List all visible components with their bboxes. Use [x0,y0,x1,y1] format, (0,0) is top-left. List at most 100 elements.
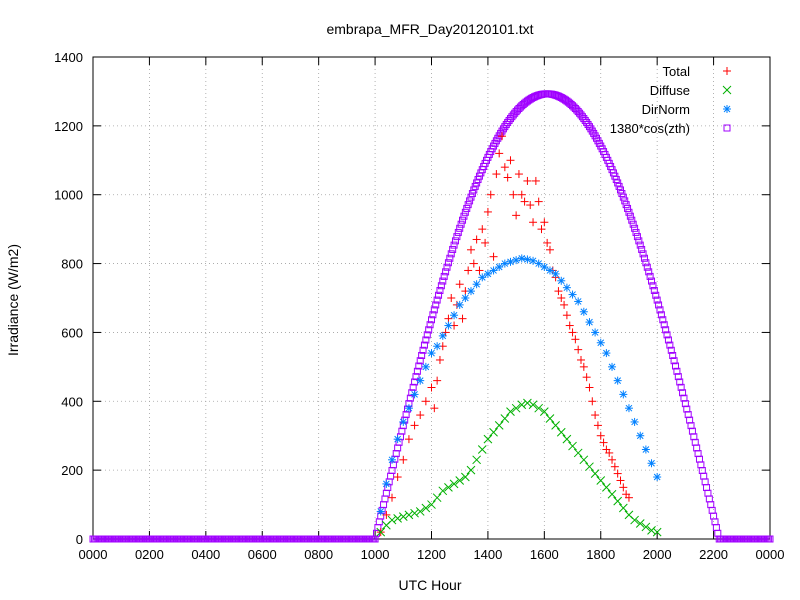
legend-label: Diffuse [650,83,690,98]
data-point [489,266,498,275]
curve-point [433,296,441,304]
curve-point [667,346,675,354]
data-point [641,445,650,454]
curve-point [674,373,682,381]
data-point [607,489,617,499]
curve-point [439,277,447,285]
curve-point [415,362,423,370]
data-point [388,493,397,502]
data-point [520,197,529,206]
y-tick-label: 400 [61,394,83,409]
data-point [466,287,475,296]
curve-point [660,321,668,329]
curve-point [463,204,471,212]
data-point [469,259,478,268]
data-point [613,376,622,385]
x-tick-label: 1400 [473,547,502,562]
curve-point [413,367,421,375]
curve-point [618,190,626,198]
curve-point [450,241,458,249]
data-point [388,455,397,464]
data-point [416,411,425,420]
curve-point [673,367,681,375]
data-point [483,434,493,444]
data-point [624,493,633,502]
data-point [528,400,538,410]
y-tick-label: 200 [61,463,83,478]
data-point [464,266,473,275]
data-point [590,469,600,478]
data-point [562,434,572,444]
data-point [579,455,589,465]
plot-frame [92,56,771,540]
data-point [599,438,608,447]
data-point [404,404,413,413]
data-point [398,512,408,521]
data-point [475,266,484,275]
data-point [529,218,538,227]
curve-point [466,197,474,205]
data-point [481,238,490,247]
data-point [545,414,555,423]
curve-point [622,201,630,209]
curve-point [628,216,636,224]
data-point [421,397,430,406]
curve-point [456,224,464,232]
curve-point [464,201,472,209]
curve-point [422,336,430,344]
data-point [500,259,509,268]
data-point [523,255,532,264]
data-point [410,508,419,518]
data-point [461,294,470,302]
data-point [534,197,543,206]
data-series [89,90,774,543]
data-point [579,307,588,316]
x-tick-label: 1000 [361,547,390,562]
data-point [387,515,397,525]
curve-point [649,282,657,290]
curve-point [440,272,448,280]
curve-point [656,306,664,314]
y-tick-label: 1400 [54,50,83,65]
curve-point [461,208,469,216]
data-point [596,338,605,347]
curve-point [679,389,687,397]
data-point [551,269,560,278]
data-point [438,486,448,496]
series-total [376,132,633,537]
curve-point [638,245,646,253]
curve-point [446,254,454,262]
curve-point [680,394,688,402]
curve-point [657,311,665,319]
data-point [435,355,444,364]
data-point [616,476,625,485]
x-tick-label: 0200 [135,547,164,562]
curve-point [636,241,644,249]
data-point [635,519,645,528]
y-tick-label: 1200 [54,119,83,134]
data-point [506,407,515,416]
data-point [483,207,492,216]
data-point [455,300,464,309]
curve-point [662,326,670,334]
curve-point [454,228,462,236]
curve-point [643,263,651,271]
data-point [410,421,419,430]
data-point [478,273,487,282]
curve-point [420,341,428,349]
data-point [399,455,408,464]
curve-point [676,378,684,386]
curve-point [437,282,445,290]
data-point [416,376,425,385]
data-point [444,483,453,492]
curve-point [672,362,680,370]
data-point [602,349,611,358]
curve-point [432,301,440,309]
data-point [517,190,526,199]
data-point [399,417,408,426]
legend: Total Diffuse DirNorm 1380*cos(zth) [610,64,732,136]
data-point [568,290,577,299]
curve-point [666,341,674,349]
data-point [554,287,563,296]
curve-point [626,212,634,220]
